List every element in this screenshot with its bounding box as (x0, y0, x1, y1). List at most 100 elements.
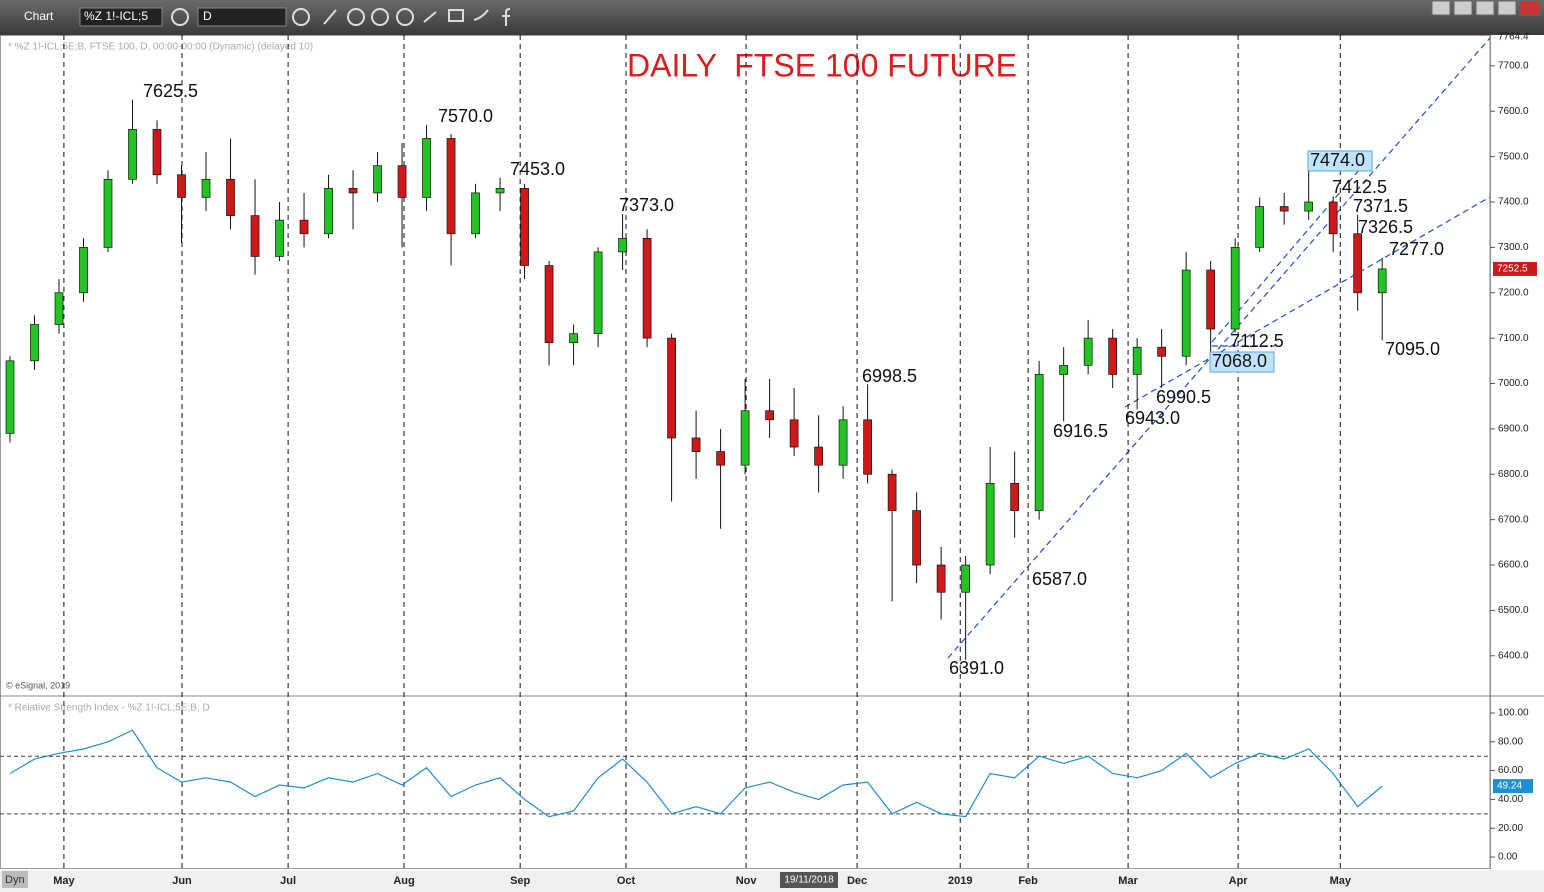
x-tick-label: Nov (736, 875, 758, 887)
candle-body (1034, 374, 1044, 511)
clock-icon[interactable] (292, 8, 310, 26)
candle-body (54, 292, 64, 325)
rsi-info: * Relative Strength Index - %Z 1!-ICL;5E… (8, 703, 210, 714)
annotation: 6943.0 (1125, 408, 1180, 428)
candle-body (716, 451, 725, 466)
twitter-icon[interactable] (473, 9, 489, 21)
candle-body (103, 178, 113, 248)
interval-box[interactable] (197, 7, 287, 27)
annotation: 6916.5 (1053, 421, 1108, 441)
candle-body (1304, 201, 1314, 212)
symbol[interactable]: %Z 1!-ICL;5 (84, 9, 148, 23)
mode-box[interactable] (2, 871, 28, 888)
candle-body (1255, 206, 1265, 248)
settings-icon[interactable] (171, 8, 189, 26)
candle-body (544, 265, 554, 344)
candle-body (667, 337, 676, 439)
candle-body (789, 419, 799, 448)
x-tick-label: Dec (847, 875, 867, 887)
candle-body (961, 564, 970, 593)
candle-body (1206, 269, 1216, 330)
candle-body (348, 188, 358, 194)
app-name: Chart (24, 9, 54, 23)
candle-body (299, 219, 309, 235)
candle-body (618, 237, 627, 253)
x-tick-label: Sep (510, 875, 530, 887)
comment-tool[interactable] (448, 9, 464, 22)
y-tick-label: 7100.0 (1498, 333, 1529, 344)
candle-body (642, 237, 652, 339)
candle-body (1353, 233, 1363, 294)
candle-body (1279, 206, 1289, 212)
candle-body (814, 446, 823, 466)
annotation: 7277.0 (1389, 239, 1444, 259)
annotation: 7112.5 (1230, 331, 1284, 351)
annotation: 7474.0 (1310, 150, 1365, 170)
curve-tool[interactable] (347, 8, 365, 26)
y-tick-label: 80.00 (1498, 736, 1523, 747)
candles (5, 99, 1387, 660)
close-button[interactable] (1519, 0, 1541, 16)
candle-body (1377, 268, 1387, 294)
candle-body (1059, 365, 1068, 375)
x-tick-label: Aug (393, 875, 414, 887)
annotation: 6998.5 (862, 366, 917, 386)
trend-line (947, 37, 1491, 659)
x-tick-label: 2019 (948, 875, 972, 887)
y-tick-label: 40.00 (1498, 794, 1523, 805)
candle-body (520, 188, 529, 266)
candle-body (397, 165, 407, 198)
candle-body (1157, 346, 1167, 357)
cursor-date-box (780, 872, 838, 888)
y-tick-label: 7700.0 (1498, 60, 1529, 71)
annotation: 7570.0 (438, 106, 493, 126)
candle-body (1010, 482, 1019, 511)
play-tool[interactable] (371, 8, 389, 26)
last-value-box (1493, 779, 1533, 794)
candle-body (912, 510, 921, 566)
y-tick-label: 7300.0 (1498, 242, 1529, 253)
candle-body (936, 564, 946, 593)
symbol-box[interactable] (79, 7, 163, 27)
annotation: 6990.5 (1156, 387, 1211, 407)
candle-body (863, 419, 872, 475)
annotation: 6587.0 (1032, 569, 1087, 589)
time-axis (0, 870, 1544, 892)
candle-body (250, 215, 260, 257)
x-tick-label: Apr (1229, 875, 1249, 887)
help-button[interactable] (1431, 0, 1451, 16)
cursor-date: 19/11/2018 (784, 875, 834, 886)
restore-button[interactable] (1475, 0, 1495, 16)
candle-body (1181, 269, 1191, 357)
x-tick-label: Jun (172, 875, 192, 887)
candle-body (201, 178, 211, 198)
candle-body (177, 174, 186, 198)
rsi-line (9, 729, 1383, 818)
y-tick-label: 7200.0 (1498, 287, 1529, 298)
candle-body (422, 138, 431, 198)
candle-body (5, 360, 15, 434)
minimize-button[interactable] (1453, 0, 1473, 16)
chart-title: DAILY FTSE 100 FUTURE (627, 47, 1017, 83)
draw-tool[interactable] (323, 9, 337, 25)
facebook-icon[interactable] (502, 8, 511, 26)
mode[interactable]: Dyn (5, 874, 25, 886)
candle-body (1108, 337, 1117, 375)
candle-body (373, 165, 382, 194)
y-tick-label: 6900.0 (1498, 424, 1529, 435)
y-tick-label: 6600.0 (1498, 560, 1529, 571)
interval[interactable]: D (203, 9, 212, 23)
y-tick-label: 6400.0 (1498, 650, 1529, 661)
candle-body (569, 333, 578, 344)
y-tick-label: 7400.0 (1498, 197, 1529, 208)
candle-body (887, 473, 897, 511)
link-tool[interactable] (423, 11, 437, 23)
trend-line (1124, 196, 1491, 408)
annotation: 7326.5 (1358, 217, 1413, 237)
annotation: 7453.0 (510, 159, 565, 179)
maximize-button[interactable] (1497, 0, 1517, 16)
alert-tool[interactable] (396, 8, 414, 26)
y-tick-label: 7500.0 (1498, 151, 1529, 162)
candle-body (1328, 201, 1338, 235)
candle-body (740, 410, 750, 466)
